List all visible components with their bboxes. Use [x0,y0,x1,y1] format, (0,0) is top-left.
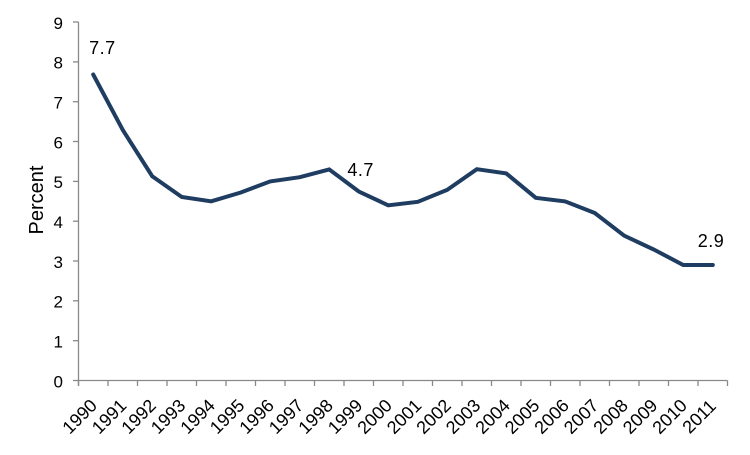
svg-text:2.9: 2.9 [698,231,725,251]
svg-text:1: 1 [54,333,63,352]
svg-text:4: 4 [54,213,63,232]
svg-text:8: 8 [54,54,63,73]
svg-text:7: 7 [54,94,63,113]
svg-text:2: 2 [54,293,63,312]
svg-text:2011: 2011 [678,396,720,438]
svg-text:3: 3 [54,253,63,272]
svg-text:Percent: Percent [26,165,48,234]
svg-text:4.7: 4.7 [347,160,374,180]
svg-text:9: 9 [54,14,63,33]
svg-text:7.7: 7.7 [89,38,116,58]
svg-text:6: 6 [54,133,63,152]
svg-text:0: 0 [54,372,63,391]
svg-text:5: 5 [54,173,63,192]
